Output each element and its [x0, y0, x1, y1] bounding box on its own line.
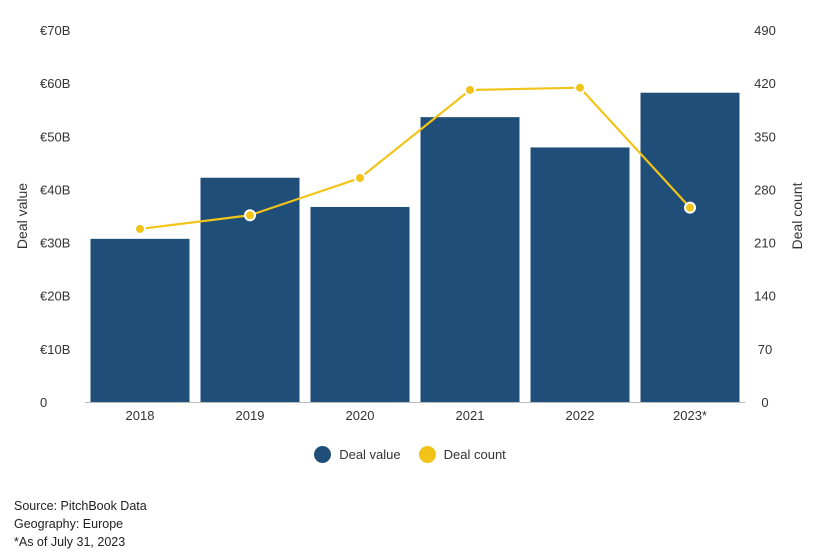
x-tick-label: 2023*: [673, 408, 707, 423]
bar-deal-value: [530, 147, 630, 402]
x-tick-label: 2022: [566, 408, 595, 423]
footnote-geography: Geography: Europe: [14, 517, 124, 531]
y-right-axis-title: Deal count: [789, 182, 805, 249]
y-right-tick-label: 70: [758, 342, 772, 357]
y-right-tick-label: 0: [761, 395, 768, 410]
y-left-tick-label: €40B: [40, 182, 70, 197]
y-right-tick-label: 280: [754, 182, 776, 197]
line-deal-count: [139, 86, 691, 230]
bar-deal-value: [420, 117, 520, 402]
legend-item-deal-count: Deal count: [418, 446, 506, 463]
y-left-tick-label: €50B: [40, 129, 70, 144]
x-tick-label: 2019: [236, 408, 265, 423]
point-deal-count: [354, 172, 366, 185]
y-right-tick-label: 490: [754, 23, 776, 38]
x-tick-label: 2021: [456, 408, 485, 423]
y-left-tick-label: 0: [40, 395, 47, 410]
y-left-axis-title: Deal value: [14, 183, 30, 249]
y-left-tick-label: €20B: [40, 289, 70, 304]
y-left-tick-label: €30B: [40, 236, 70, 251]
y-right-tick-label: 420: [754, 76, 776, 91]
y-left-tick-label: €70B: [40, 23, 70, 38]
point-deal-count: [464, 83, 476, 96]
y-left-tick-label: €10B: [40, 342, 70, 357]
y-left-tick-label: €60B: [40, 76, 70, 91]
y-right-tick-label: 350: [754, 129, 776, 144]
legend-swatch-deal-count: [418, 446, 436, 463]
combo-chart: 0 €10B €20B €30B €40B €50B €60B €70B 0 70 140 210 28…: [14, 23, 805, 423]
footnotes: Source: PitchBook Data Geography: Europe…: [14, 497, 147, 551]
x-tick-label: 2018: [126, 408, 155, 423]
footnote-source: Source: PitchBook Data: [14, 499, 147, 513]
bar-deal-value: [90, 238, 190, 402]
point-deal-count: [684, 201, 696, 214]
legend-label-deal-count: Deal count: [443, 447, 506, 462]
legend-label-deal-value: Deal value: [339, 447, 401, 462]
y-right-tick-label: 210: [754, 236, 776, 251]
y-right-tick-label: 140: [754, 289, 776, 304]
legend-item-deal-value: Deal value: [314, 446, 401, 463]
x-tick-label: 2020: [346, 408, 375, 423]
bar-deal-value: [640, 92, 740, 403]
legend-swatch-deal-value: [314, 446, 332, 463]
point-deal-count: [134, 222, 146, 235]
legend: Deal value Deal count: [0, 446, 820, 463]
point-deal-count: [574, 81, 586, 94]
point-deal-count: [244, 209, 256, 222]
bar-deal-value: [310, 206, 410, 402]
footnote-as-of: *As of July 31, 2023: [14, 535, 126, 549]
